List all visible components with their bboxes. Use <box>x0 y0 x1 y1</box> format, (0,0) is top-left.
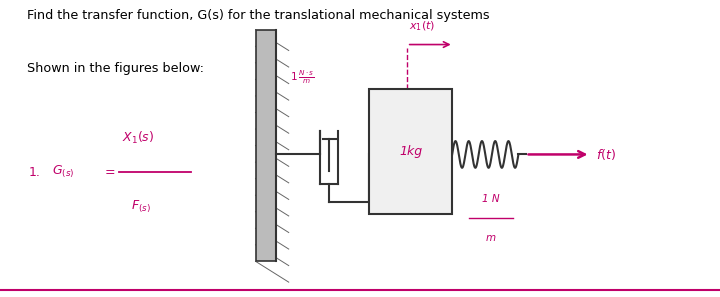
Text: 1.: 1. <box>29 166 40 179</box>
Text: 1kg: 1kg <box>399 145 423 158</box>
Text: Find the transfer function, G(s) for the translational mechanical systems: Find the transfer function, G(s) for the… <box>27 9 490 22</box>
Text: $X_1(s)$: $X_1(s)$ <box>122 130 155 146</box>
Text: $F_{(s)}$: $F_{(s)}$ <box>131 198 151 215</box>
Text: 1 N: 1 N <box>482 194 500 204</box>
Bar <box>369 89 452 214</box>
Text: m: m <box>486 233 496 243</box>
Text: Shown in the figures below:: Shown in the figures below: <box>27 62 204 75</box>
Text: $f(t)$: $f(t)$ <box>596 147 616 162</box>
Text: $G_{(s)}$: $G_{(s)}$ <box>52 164 74 181</box>
Text: $1\,\frac{N \cdot s}{m}$: $1\,\frac{N \cdot s}{m}$ <box>290 69 315 86</box>
Text: $x_1(t)$: $x_1(t)$ <box>409 19 435 33</box>
Text: =: = <box>104 166 115 179</box>
Bar <box>256 30 276 261</box>
